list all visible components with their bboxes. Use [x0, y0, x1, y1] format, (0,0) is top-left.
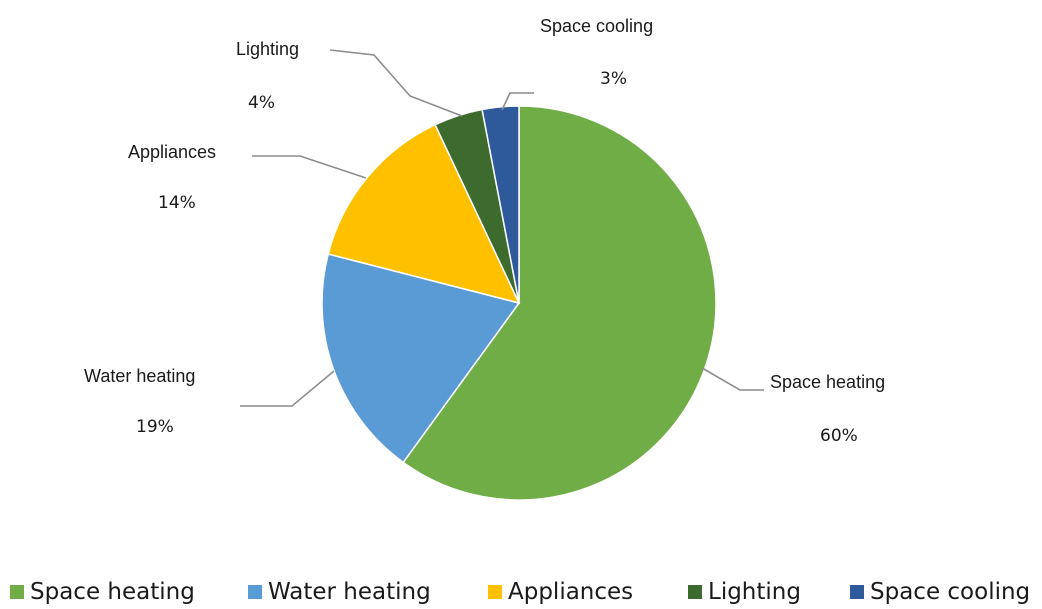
chart-legend: Space heating Water heating Appliances Ligh…: [0, 577, 1042, 607]
legend-swatch-lighting: [688, 585, 702, 599]
legend-label-space-cooling: Space cooling: [870, 579, 1031, 605]
data-label-value-appliances: 14%: [158, 193, 196, 213]
pie-chart-svg: Space heating 60% Water heating 19% Applianc…: [84, 16, 885, 501]
legend-item-space-heating: Space heating: [10, 579, 195, 605]
leader-line-water-heating: [240, 370, 335, 407]
data-label-value-lighting: 4%: [248, 93, 275, 113]
data-label-name-water-heating: Water heating: [84, 366, 195, 386]
pie-slice-space-cooling: [481, 105, 520, 304]
data-label-name-appliances: Appliances: [128, 142, 216, 162]
data-label-value-space-cooling: 3%: [600, 69, 627, 89]
data-labels: Space heating 60% Water heating 19% Applianc…: [84, 16, 885, 446]
data-label-value-space-heating: 60%: [820, 426, 858, 446]
pie-slice-water-heating: [321, 253, 521, 464]
legend-label-lighting: Lighting: [708, 579, 801, 605]
legend-item-water-heating: Water heating: [248, 579, 431, 605]
pie-slices: [321, 105, 717, 501]
data-label-name-lighting: Lighting: [236, 39, 299, 59]
pie-slice-appliances: [327, 123, 521, 305]
pie-slice-space-heating: [402, 105, 717, 501]
data-label-value-water-heating: 19%: [136, 417, 174, 437]
legend-item-lighting: Lighting: [688, 579, 801, 605]
legend-label-appliances: Appliances: [508, 579, 634, 605]
legend-label-space-heating: Space heating: [30, 579, 195, 605]
legend-swatch-space-heating: [10, 585, 24, 599]
legend-swatch-water-heating: [248, 585, 262, 599]
leader-lines: [240, 49, 764, 407]
legend-swatch-appliances: [488, 585, 502, 599]
legend-label-water-heating: Water heating: [268, 579, 431, 605]
data-label-name-space-cooling: Space cooling: [540, 16, 653, 36]
data-label-name-space-heating: Space heating: [770, 372, 885, 392]
legend-item-space-cooling: Space cooling: [850, 579, 1030, 605]
legend-item-appliances: Appliances: [488, 579, 633, 605]
legend-swatch-space-cooling: [850, 585, 864, 599]
leader-line-lighting: [329, 49, 463, 117]
leader-line-appliances: [252, 155, 367, 179]
leader-line-space-heating: [701, 367, 764, 391]
leader-line-space-cooling: [501, 92, 534, 111]
